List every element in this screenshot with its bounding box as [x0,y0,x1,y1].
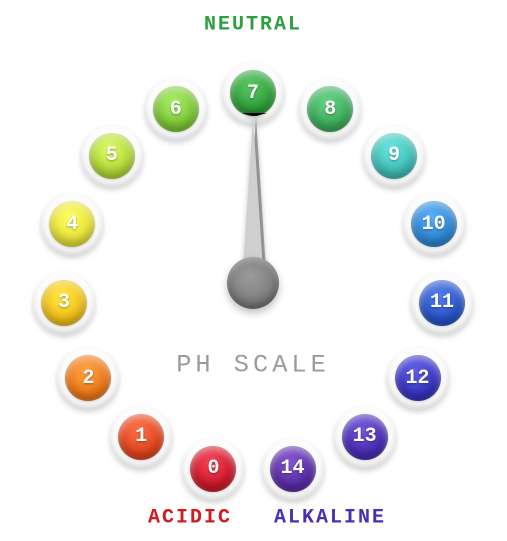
ph-chip-inner: 14 [270,446,316,492]
ph-chip-inner: 11 [419,280,465,326]
ph-value-label: 7 [247,82,259,105]
ph-value-label: 3 [58,291,70,314]
scale-title: PH SCALE [176,351,330,380]
ph-chip-12: 12 [387,347,449,409]
ph-value-label: 6 [170,98,182,121]
ph-value-label: 13 [353,425,377,448]
ph-chip-inner: 6 [153,86,199,132]
ph-value-label: 2 [82,367,94,390]
ph-chip-inner: 13 [342,414,388,460]
ph-chip-inner: 3 [41,280,87,326]
ph-value-label: 4 [66,213,78,236]
ph-value-label: 1 [135,425,147,448]
ph-chip-2: 2 [57,347,119,409]
ph-value-label: 5 [106,144,118,167]
ph-chip-4: 4 [41,193,103,255]
ph-chip-inner: 8 [307,86,353,132]
ph-value-label: 9 [388,144,400,167]
ph-chip-13: 13 [334,406,396,468]
ph-chip-5: 5 [81,125,143,187]
ph-value-label: 11 [430,291,454,314]
ph-chip-9: 9 [363,125,425,187]
ph-chip-inner: 10 [411,201,457,247]
ph-chip-1: 1 [110,406,172,468]
ph-value-label: 14 [280,457,304,480]
ph-chip-inner: 4 [49,201,95,247]
ph-value-label: 8 [324,98,336,121]
alkaline-label: ALKALINE [274,507,386,530]
ph-chip-inner: 0 [190,446,236,492]
ph-chip-inner: 5 [89,133,135,179]
ph-chip-0: 0 [182,438,244,500]
neutral-label: NEUTRAL [204,14,302,37]
ph-chip-8: 8 [299,78,361,140]
ph-chip-10: 10 [403,193,465,255]
ph-chip-inner: 1 [118,414,164,460]
ph-value-label: 12 [406,367,430,390]
ph-value-label: 0 [207,457,219,480]
acidic-label: ACIDIC [148,507,232,530]
ph-chip-14: 14 [262,438,324,500]
ph-chip-3: 3 [33,272,95,334]
ph-chip-11: 11 [411,272,473,334]
ph-chip-inner: 2 [65,355,111,401]
ph-value-label: 10 [422,213,446,236]
gauge-hub [227,257,279,309]
ph-chip-inner: 9 [371,133,417,179]
ph-scale-diagram: NEUTRAL ACIDIC ALKALINE 7891011121314012… [0,0,507,541]
ph-chip-6: 6 [145,78,207,140]
ph-chip-inner: 7 [230,70,276,116]
ph-chip-inner: 12 [395,355,441,401]
